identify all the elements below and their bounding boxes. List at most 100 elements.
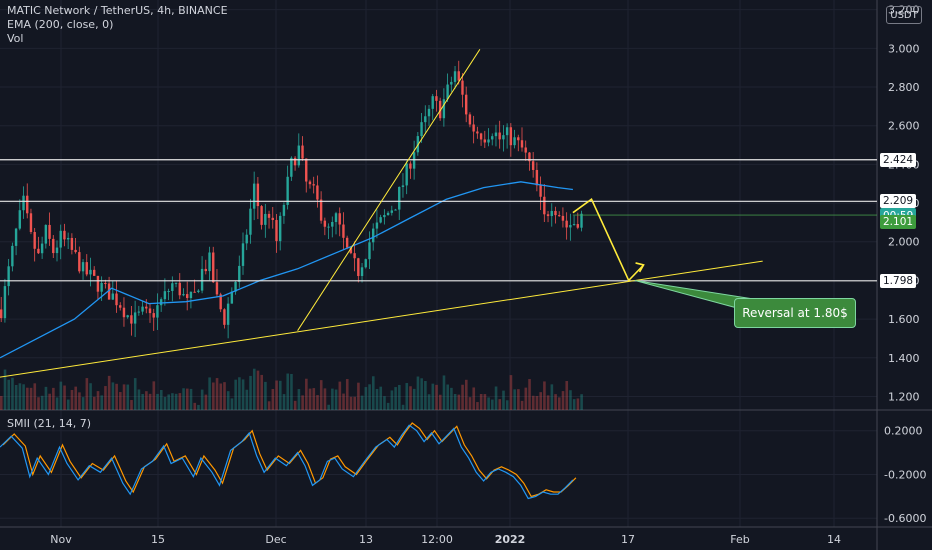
- volume-bar: [33, 383, 37, 410]
- candle-body: [29, 213, 33, 233]
- smii-tick-label: -0.2000: [884, 468, 926, 481]
- volume-bar: [282, 394, 286, 410]
- volume-bar: [271, 388, 275, 410]
- volume-bar: [308, 388, 312, 410]
- volume-bar: [26, 387, 29, 410]
- candle-body: [122, 307, 126, 318]
- candle-body: [386, 212, 390, 216]
- candle-body: [275, 220, 278, 242]
- candle-body: [279, 215, 282, 242]
- candle-body: [226, 303, 230, 325]
- volume-bar: [189, 388, 193, 410]
- volume-bar: [476, 402, 479, 410]
- candle-body: [576, 224, 579, 228]
- candle-body: [193, 291, 196, 293]
- candle-body: [465, 94, 468, 115]
- candle-body: [453, 71, 457, 82]
- candle-body: [438, 100, 442, 119]
- volume-bar: [535, 395, 539, 410]
- candle-body: [379, 217, 382, 223]
- candle-body: [524, 147, 527, 153]
- volume-bar: [461, 384, 464, 410]
- volume-bar: [178, 393, 182, 410]
- candle-body: [531, 161, 535, 170]
- volume-bar: [238, 377, 241, 410]
- volume-bar: [100, 395, 104, 410]
- candle-body: [539, 185, 542, 197]
- volume-bar: [520, 400, 524, 410]
- candle-body: [558, 215, 561, 217]
- candle-body: [286, 176, 289, 205]
- candle-body: [52, 238, 55, 254]
- candle-body: [364, 259, 367, 268]
- volume-bar: [498, 399, 502, 410]
- candle-body: [256, 183, 260, 207]
- volume-bar: [111, 382, 115, 410]
- candle-body: [171, 283, 174, 292]
- volume-bar: [260, 374, 263, 410]
- smii-signal-line: [2, 422, 577, 498]
- candle-body: [424, 116, 427, 123]
- smii-tick-label: -0.6000: [884, 512, 926, 525]
- candle-body: [301, 145, 304, 159]
- volume-bar: [513, 389, 516, 410]
- candle-body: [137, 311, 141, 313]
- price-badge: 2.424: [880, 152, 917, 167]
- candle-body: [505, 127, 509, 136]
- candle-body: [212, 252, 215, 283]
- volume-bar: [372, 376, 375, 410]
- candle-body: [565, 220, 568, 228]
- volume-bar: [394, 387, 397, 410]
- volume-bar: [48, 393, 51, 410]
- candle-body: [431, 96, 434, 109]
- volume-bar: [386, 402, 390, 410]
- candle-body: [11, 245, 14, 267]
- candle-body: [267, 213, 271, 218]
- volume-bar: [465, 379, 468, 410]
- volume-bar: [494, 386, 498, 410]
- candle-body: [349, 247, 353, 254]
- volume-bar: [264, 381, 267, 410]
- volume-bar: [468, 397, 472, 410]
- drawing-tools[interactable]: [0, 49, 877, 378]
- candle-body: [96, 275, 100, 292]
- candle-body: [141, 306, 144, 312]
- candle-body: [569, 224, 572, 228]
- candle-body: [513, 137, 516, 146]
- reversal-callout[interactable]: Reversal at 1.80$: [734, 298, 856, 328]
- time-tick-label: 17: [621, 533, 635, 546]
- volume-bars: [0, 368, 583, 410]
- candle-body: [546, 214, 550, 217]
- time-tick-label: 14: [827, 533, 841, 546]
- currency-button[interactable]: USDT: [886, 6, 922, 24]
- volume-bar: [29, 387, 33, 410]
- volume-legend[interactable]: Vol: [7, 32, 24, 45]
- ema-legend[interactable]: EMA (200, close, 0): [7, 18, 114, 31]
- candle-body: [338, 213, 341, 225]
- candle-body: [204, 268, 207, 272]
- volume-bar: [145, 391, 148, 410]
- candle-body: [468, 114, 472, 125]
- smii-legend[interactable]: SMII (21, 14, 7): [7, 417, 92, 430]
- volume-bar: [360, 395, 364, 410]
- candle-body: [435, 96, 438, 101]
- volume-bar: [305, 378, 308, 410]
- time-axis[interactable]: Nov 15 Dec 13 12:00 2022 17 Feb 14: [50, 533, 841, 546]
- volume-bar: [18, 383, 22, 410]
- volume-bar: [558, 397, 561, 410]
- volume-bar: [312, 388, 316, 410]
- volume-bar: [22, 384, 25, 410]
- candle-body: [66, 237, 70, 240]
- candle-body: [208, 252, 211, 272]
- volume-bar: [137, 389, 141, 410]
- volume-bar: [55, 397, 59, 410]
- volume-bar: [279, 380, 282, 410]
- candle-body: [319, 199, 323, 221]
- candle-body: [241, 243, 245, 266]
- candle-body: [3, 286, 7, 319]
- volume-bar: [316, 395, 319, 410]
- candle-body: [390, 210, 393, 213]
- candle-body: [48, 224, 51, 239]
